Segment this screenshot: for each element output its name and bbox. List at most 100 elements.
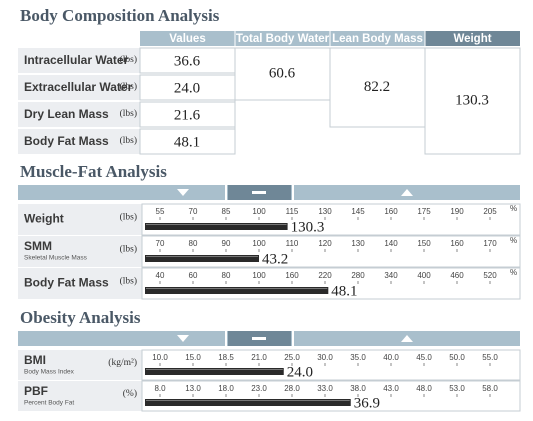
tick-label: 220: [318, 271, 332, 280]
row-unit: (lbs): [120, 81, 137, 92]
tick-label: 190: [450, 207, 464, 216]
bar: [145, 255, 259, 262]
tick-label: 10.0: [152, 353, 168, 362]
tick-label: 115: [286, 207, 299, 216]
tick-label: 43.0: [383, 384, 399, 393]
scale-unit: %: [510, 236, 517, 245]
label-cell: [18, 268, 142, 299]
tick-label: 28.0: [284, 384, 300, 393]
column-header: Lean Body Mass: [332, 33, 423, 45]
row-unit: (%): [123, 388, 137, 399]
label-cell: [18, 102, 140, 127]
tick-label: 18.0: [218, 384, 234, 393]
bar-highlight: [146, 256, 258, 257]
value-cell: [139, 101, 236, 128]
tick-label: 80: [222, 271, 231, 280]
tick-label: 100: [252, 271, 266, 280]
tick-label: 60: [189, 271, 198, 280]
tick-label: 13.0: [185, 384, 201, 393]
label-cell: [18, 204, 142, 235]
tick-label: 520: [483, 271, 497, 280]
tick-label: 48.0: [416, 384, 432, 393]
merged-cell: [329, 47, 426, 128]
tick-label: 33.0: [317, 384, 333, 393]
label-cell: [18, 129, 140, 154]
row-unit: (lbs): [120, 135, 137, 146]
bar-highlight: [146, 369, 283, 370]
bar-value: 43.2: [262, 251, 288, 267]
row-label: Extracellular Water: [24, 80, 133, 94]
column-header: Total Body Water: [236, 33, 330, 45]
bar-value: 24.0: [287, 364, 313, 380]
tick-label: 160: [450, 239, 464, 248]
row-value: 48.1: [174, 134, 200, 150]
bar: [145, 368, 284, 375]
tick-label: 8.0: [154, 384, 166, 393]
tick-label: 100: [252, 239, 266, 248]
tick-label: 145: [351, 207, 365, 216]
tick-label: 25.0: [284, 353, 300, 362]
tick-label: 23.0: [251, 384, 267, 393]
tick-label: 400: [417, 271, 431, 280]
tick-label: 280: [351, 271, 365, 280]
tick-label: 110: [286, 239, 299, 248]
row-unit: (lbs): [120, 54, 137, 65]
label-cell: [18, 236, 142, 267]
tick-label: 160: [285, 271, 299, 280]
section-title: Body Composition Analysis: [20, 6, 220, 25]
row-value: 24.0: [174, 80, 200, 96]
value-cell: [139, 47, 236, 74]
normal-icon: [252, 191, 266, 194]
row-unit: (lbs): [120, 108, 137, 119]
tick-label: 40.0: [383, 353, 399, 362]
row-sublabel: Body Mass Index: [24, 369, 75, 376]
lean-body-mass: 82.2: [364, 79, 390, 95]
bar-highlight: [146, 224, 287, 225]
row-value: 21.6: [174, 107, 201, 123]
row-value: 36.6: [174, 53, 201, 69]
tick-label: 80: [189, 239, 198, 248]
tick-label: 15.0: [185, 353, 201, 362]
tick-label: 70: [156, 239, 165, 248]
row-sublabel: Skeletal Muscle Mass: [24, 255, 88, 262]
tick-label: 175: [417, 207, 431, 216]
tick-label: 18.5: [218, 353, 234, 362]
over-icon: [401, 189, 413, 196]
tick-label: 55.0: [482, 353, 498, 362]
row-label: PBF: [24, 384, 48, 398]
under-icon: [177, 335, 189, 342]
scale-unit: %: [510, 268, 517, 277]
normal-icon: [252, 337, 266, 340]
row-label: Body Fat Mass: [24, 276, 109, 290]
tick-label: 100: [252, 207, 266, 216]
merged-cell: [424, 47, 521, 155]
section-title: Obesity Analysis: [20, 308, 141, 327]
tick-label: 170: [483, 239, 497, 248]
tick-label: 38.0: [350, 384, 366, 393]
under-icon: [177, 189, 189, 196]
label-cell: [18, 350, 142, 380]
row-label: BMI: [24, 353, 46, 367]
scale-unit: %: [510, 204, 517, 213]
column-header: Weight: [453, 33, 491, 45]
row-label: Body Fat Mass: [24, 134, 109, 148]
tick-label: 30.0: [317, 353, 333, 362]
total-body-water: 60.6: [269, 65, 296, 81]
tick-label: 150: [417, 239, 431, 248]
tick-label: 140: [384, 239, 398, 248]
row-unit: (kg/m²): [108, 357, 137, 368]
tick-label: 53.0: [449, 384, 465, 393]
tick-label: 50.0: [449, 353, 465, 362]
row-unit: (lbs): [120, 276, 137, 287]
bar-value: 48.1: [331, 283, 357, 299]
tick-label: 45.0: [416, 353, 432, 362]
tick-label: 40: [156, 271, 165, 280]
tick-label: 130: [318, 207, 332, 216]
bar: [145, 399, 351, 406]
label-cell: [18, 75, 140, 100]
section-title: Muscle-Fat Analysis: [20, 162, 167, 181]
weight: 130.3: [455, 92, 489, 108]
header-band: [140, 31, 425, 46]
row-unit: (lbs): [120, 244, 137, 255]
